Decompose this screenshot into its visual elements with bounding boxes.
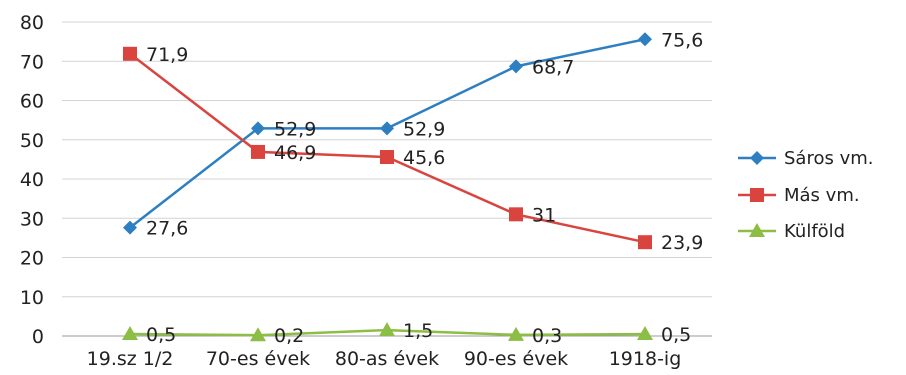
data-label: 1,5 xyxy=(403,320,433,342)
data-point xyxy=(638,235,652,250)
data-label: 0,5 xyxy=(661,324,691,346)
data-point xyxy=(508,326,524,341)
y-tick-label: 20 xyxy=(20,248,44,270)
data-point xyxy=(122,326,138,341)
series-lines xyxy=(122,32,653,342)
data-point xyxy=(250,327,266,342)
data-label: 27,6 xyxy=(146,218,188,240)
x-axis-ticks: 19.sz 1/2 70-es évek 80-as évek 90-es évek 1… xyxy=(87,348,682,370)
data-label: 0,5 xyxy=(146,324,176,346)
data-point xyxy=(251,144,265,159)
data-point xyxy=(509,59,523,74)
y-axis-ticks: 0 10 20 30 40 50 60 70 80 xyxy=(20,12,44,348)
data-label: 45,6 xyxy=(403,147,445,169)
legend-marker xyxy=(750,151,764,165)
legend: Sáros vm. Más vm. Külföld xyxy=(738,148,873,242)
x-tick-label: 90-es évek xyxy=(464,348,568,370)
data-label: 75,6 xyxy=(661,29,703,51)
x-tick-label: 80-as évek xyxy=(335,348,439,370)
data-point xyxy=(123,46,137,61)
y-tick-label: 40 xyxy=(20,169,44,191)
y-tick-label: 70 xyxy=(20,51,44,73)
data-point xyxy=(380,150,394,165)
data-point xyxy=(123,220,137,235)
legend-marker xyxy=(749,223,765,237)
y-tick-label: 0 xyxy=(32,326,44,348)
y-tick-label: 50 xyxy=(20,130,44,152)
data-label: 31 xyxy=(532,204,556,226)
data-label: 0,2 xyxy=(274,325,304,347)
legend-marker xyxy=(750,188,764,202)
y-tick-label: 80 xyxy=(20,12,44,34)
legend-label: Más vm. xyxy=(784,185,860,206)
data-point xyxy=(380,121,394,136)
data-label: 46,9 xyxy=(274,142,316,164)
legend-label: Külföld xyxy=(784,221,845,242)
series-line-1 xyxy=(129,52,646,244)
data-label: 71,9 xyxy=(146,44,188,66)
gridlines xyxy=(62,21,712,337)
data-label: 52,9 xyxy=(403,118,445,140)
data-point xyxy=(509,207,523,222)
x-tick-label: 19.sz 1/2 xyxy=(87,348,174,370)
data-label: 68,7 xyxy=(532,56,574,78)
y-tick-label: 10 xyxy=(20,287,44,309)
y-tick-label: 30 xyxy=(20,208,44,230)
y-tick-label: 60 xyxy=(20,91,44,113)
data-label: 0,3 xyxy=(532,325,562,347)
x-tick-label: 1918-ig xyxy=(609,348,682,370)
data-label: 52,9 xyxy=(274,118,316,140)
data-point xyxy=(251,121,265,136)
data-point xyxy=(638,32,652,47)
legend-label: Sáros vm. xyxy=(784,148,873,169)
x-tick-label: 70-es évek xyxy=(206,348,310,370)
data-point xyxy=(379,322,395,337)
data-label: 23,9 xyxy=(661,232,703,254)
data-labels: 27,6 52,9 52,9 68,7 75,6 71,9 46,9 45,6 31 23,9 0,… xyxy=(146,29,703,347)
data-point xyxy=(637,326,653,341)
